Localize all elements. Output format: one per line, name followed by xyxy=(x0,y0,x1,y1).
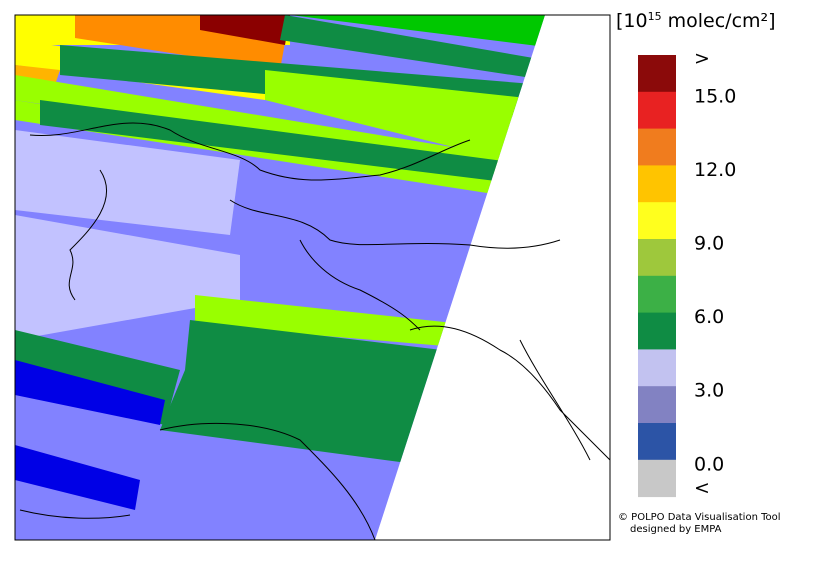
legend-label: 12.0 xyxy=(694,159,736,181)
credit-line: designed by EMPA xyxy=(630,524,722,535)
swath xyxy=(15,215,240,340)
color-bin xyxy=(638,165,676,203)
color-bin xyxy=(638,275,676,314)
color-bin xyxy=(638,55,676,93)
legend-label: < xyxy=(694,477,710,499)
swath xyxy=(200,15,290,45)
map-frame xyxy=(14,14,611,541)
map xyxy=(14,14,611,541)
legend-label: 15.0 xyxy=(694,85,736,107)
color-bin xyxy=(638,202,676,240)
color-bin xyxy=(638,459,676,498)
color-bin xyxy=(638,349,676,387)
swath xyxy=(265,70,545,170)
swath xyxy=(15,130,240,235)
legend-label: > xyxy=(694,48,710,70)
swath xyxy=(280,15,545,80)
legend-title: [1015 molec/cm²] xyxy=(616,10,776,32)
color-bin xyxy=(638,91,676,130)
legend: [1015 molec/cm²] >15.0 12.0 9.0 6.0 3.0 0.0< xyxy=(616,10,776,499)
borders xyxy=(19,122,611,541)
legend-label: 0.0 xyxy=(694,453,724,475)
color-bin xyxy=(638,128,676,166)
swath xyxy=(40,100,545,195)
color-bin xyxy=(638,386,676,424)
legend-title-exponent: 15 xyxy=(648,10,662,23)
swath xyxy=(15,445,140,510)
swath xyxy=(15,360,165,425)
credit-line: © POLPO Data Visualisation Tool xyxy=(618,512,781,523)
legend-label: 9.0 xyxy=(694,233,724,255)
legend-title-prefix: [10 xyxy=(616,10,648,32)
color-bin xyxy=(638,312,676,350)
swath xyxy=(290,15,545,55)
legend-title-suffix: molec/cm²] xyxy=(662,10,776,32)
color-bin xyxy=(638,423,676,461)
legend-label: 6.0 xyxy=(694,306,724,328)
color-bin xyxy=(638,239,676,277)
legend-label: 3.0 xyxy=(694,380,724,402)
